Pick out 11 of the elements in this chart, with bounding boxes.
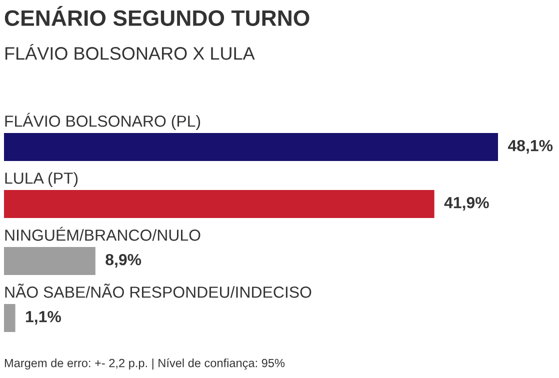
text: Margem de erro: +- 2,2 p.p. | Nível de confiança: 95% (4, 358, 285, 370)
y-tick-label: LULA (PT) (5, 172, 78, 187)
data-label: 48,1% (508, 140, 553, 154)
y-tick-label: FLÁVIO BOLSONARO (PL) (5, 112, 200, 130)
y-tick-label: NÃO SABE/NÃO RESPONDEU/INDECISO (5, 284, 312, 298)
y-tick-label: NINGUÉM/BRANCO/NULO (5, 226, 200, 241)
data-label: 1,1% (26, 311, 62, 325)
chart-subtitle: FLÁVIO BOLSONARO X LULA (5, 44, 255, 60)
chart-title: CENÁRIO SEGUNDO TURNO (4, 6, 310, 26)
data-label: 8,9% (106, 254, 142, 268)
data-label: 41,9% (444, 196, 489, 211)
